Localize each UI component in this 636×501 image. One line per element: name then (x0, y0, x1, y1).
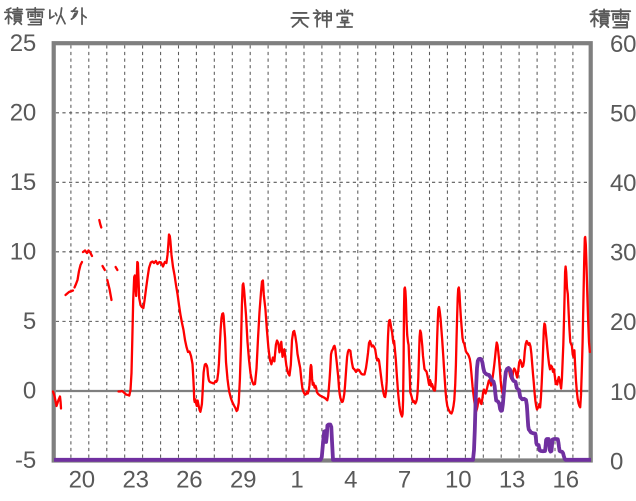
svg-text:-5: -5 (15, 447, 36, 474)
svg-text:16: 16 (553, 466, 579, 493)
svg-text:50: 50 (610, 101, 636, 128)
svg-text:20: 20 (69, 466, 95, 493)
svg-text:7: 7 (398, 466, 411, 493)
svg-text:10: 10 (610, 379, 636, 406)
svg-text:0: 0 (610, 448, 623, 475)
svg-text:13: 13 (499, 466, 525, 493)
svg-text:20: 20 (610, 309, 636, 336)
svg-text:0: 0 (23, 378, 36, 405)
svg-text:26: 26 (176, 466, 202, 493)
svg-text:60: 60 (610, 31, 636, 58)
svg-text:29: 29 (230, 466, 256, 493)
svg-text:23: 23 (122, 466, 148, 493)
svg-text:10: 10 (445, 466, 471, 493)
svg-text:30: 30 (610, 240, 636, 267)
svg-text:25: 25 (10, 30, 36, 57)
svg-text:1: 1 (290, 466, 303, 493)
svg-text:40: 40 (610, 170, 636, 197)
svg-text:5: 5 (23, 308, 36, 335)
svg-text:4: 4 (344, 466, 357, 493)
svg-text:20: 20 (10, 100, 36, 127)
svg-text:15: 15 (10, 169, 36, 196)
svg-text:10: 10 (10, 239, 36, 266)
